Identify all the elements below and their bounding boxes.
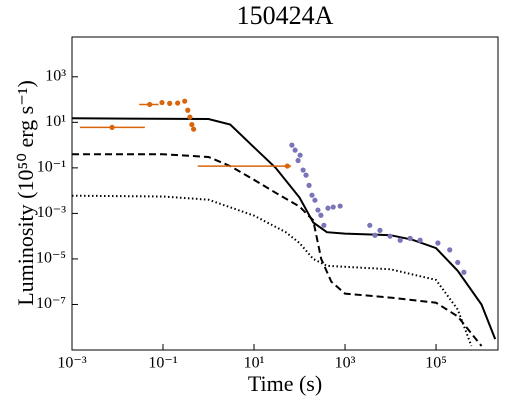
x-tick-label: 10⁻³	[57, 355, 86, 372]
data-point	[309, 192, 315, 198]
x-tick-label: 10⁻¹	[148, 355, 177, 372]
data-point	[175, 100, 181, 106]
data-point	[300, 167, 306, 173]
y-tick-label: 10⁻³	[37, 204, 66, 221]
data-point	[372, 232, 378, 238]
data-point	[292, 147, 298, 153]
data-point	[187, 114, 193, 120]
data-point	[325, 205, 331, 211]
chart-title: 150424A	[237, 1, 334, 30]
data-point	[455, 259, 461, 266]
data-point	[367, 222, 373, 228]
data-point	[318, 212, 324, 218]
data-point	[284, 163, 290, 169]
data-point	[435, 240, 441, 246]
data-point	[190, 126, 197, 132]
y-tick-label: 10⁻¹	[37, 159, 66, 176]
data-point	[397, 237, 403, 243]
data-point	[185, 107, 191, 113]
data-point	[377, 227, 383, 233]
y-tick-label: 10³	[45, 67, 66, 84]
data-point	[147, 101, 153, 108]
data-point	[461, 269, 467, 275]
data-point	[330, 204, 336, 210]
model-line	[72, 153, 483, 347]
data-point	[337, 203, 343, 209]
data-point	[306, 182, 312, 188]
model-line	[72, 117, 497, 340]
data-point	[167, 100, 173, 106]
x-tick-label: 10³	[335, 355, 356, 372]
data-point	[303, 172, 309, 178]
x-tick-label: 10⁵	[425, 355, 447, 372]
y-axis-label: Luminosity (10⁵⁰ erg s⁻¹)	[13, 80, 38, 306]
data-point	[417, 237, 423, 243]
data-point	[297, 152, 303, 158]
data-point	[189, 121, 195, 128]
plot-frame	[71, 36, 499, 351]
data-point	[109, 124, 115, 130]
data-point	[447, 247, 453, 253]
data-point	[289, 142, 295, 148]
data-point	[159, 99, 165, 106]
x-tick-label: 10¹	[244, 355, 265, 372]
data-point	[407, 235, 413, 241]
data-point	[295, 157, 301, 164]
data-point	[321, 222, 327, 228]
y-tick-label: 10⁻⁷	[36, 295, 66, 312]
y-tick-label: 10⁻⁵	[36, 250, 66, 267]
model-line	[72, 194, 473, 347]
data-point	[387, 233, 393, 239]
data-point	[312, 197, 318, 203]
data-point	[315, 207, 321, 213]
data-point	[182, 98, 188, 104]
x-axis-label: Time (s)	[248, 371, 322, 396]
y-tick-label: 10¹	[45, 113, 66, 130]
